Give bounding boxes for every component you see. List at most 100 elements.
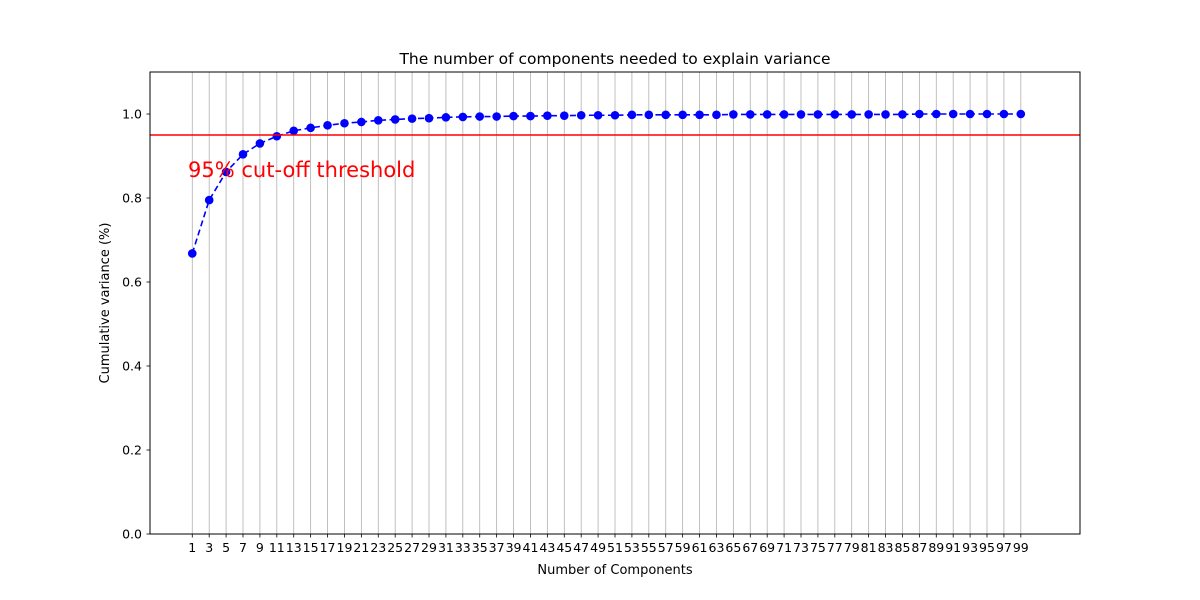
data-point xyxy=(357,117,366,127)
data-point xyxy=(204,195,214,205)
x-tick-label: 53 xyxy=(624,540,640,555)
data-point xyxy=(847,110,857,119)
data-point xyxy=(373,116,383,125)
x-tick-label: 93 xyxy=(962,540,978,555)
x-tick-label: 17 xyxy=(320,540,336,555)
x-tick-label: 15 xyxy=(303,540,319,555)
data-point xyxy=(948,109,958,119)
x-tick-label: 77 xyxy=(827,540,843,555)
data-point xyxy=(965,109,975,119)
x-tick-label: 37 xyxy=(489,540,505,555)
x-tick-label: 9 xyxy=(256,540,264,555)
data-point xyxy=(729,110,738,119)
x-tick-label: 7 xyxy=(239,540,247,555)
data-point xyxy=(593,110,603,120)
x-tick-label: 59 xyxy=(675,540,691,555)
x-tick-label: 81 xyxy=(861,540,877,555)
data-point xyxy=(323,121,332,130)
data-point xyxy=(559,111,569,120)
x-tick-label: 19 xyxy=(337,540,353,555)
data-point xyxy=(644,110,654,120)
data-point xyxy=(678,110,687,120)
data-point xyxy=(712,110,721,120)
x-tick-label: 67 xyxy=(742,540,758,555)
data-point xyxy=(813,110,823,119)
x-tick-label: 35 xyxy=(472,540,488,555)
x-tick-label: 87 xyxy=(911,540,927,555)
data-point xyxy=(238,150,248,159)
y-axis-label: Cumulative variance (%) xyxy=(98,223,113,384)
x-tick-label: 65 xyxy=(725,540,741,555)
x-tick-label: 63 xyxy=(709,540,725,555)
x-tick-label: 27 xyxy=(404,540,420,555)
data-point xyxy=(610,110,620,120)
x-tick-label: 73 xyxy=(793,540,809,555)
data-point xyxy=(796,110,806,119)
x-tick-label: 3 xyxy=(205,540,213,555)
data-point xyxy=(306,123,315,133)
x-tick-label: 23 xyxy=(370,540,386,555)
x-tick-label: 61 xyxy=(692,540,708,555)
y-axis: 0.0 0.2 0.4 0.6 0.8 1.0 xyxy=(122,107,150,542)
x-axis-label: Number of Components xyxy=(537,563,692,578)
data-point xyxy=(898,110,907,119)
data-point xyxy=(830,110,840,119)
data-point xyxy=(255,139,265,148)
series-markers-group xyxy=(187,109,1026,258)
x-tick-label: 33 xyxy=(455,540,471,555)
data-point xyxy=(390,115,400,124)
x-tick-label: 21 xyxy=(353,540,369,555)
data-point xyxy=(661,110,671,120)
x-tick-label: 41 xyxy=(523,540,539,555)
x-tick-label: 79 xyxy=(844,540,860,555)
y-tick-label: 0.2 xyxy=(122,443,142,458)
data-point xyxy=(881,110,890,119)
data-point xyxy=(627,110,637,120)
data-point xyxy=(779,110,789,119)
y-tick-label: 1.0 xyxy=(122,107,142,122)
x-tick-label: 11 xyxy=(269,540,285,555)
data-point xyxy=(509,111,518,121)
x-tick-label: 95 xyxy=(979,540,995,555)
x-tick-label: 31 xyxy=(438,540,454,555)
x-tick-label: 1 xyxy=(188,540,196,555)
data-point xyxy=(576,110,586,120)
y-tick-label: 0.0 xyxy=(122,527,142,542)
x-tick-label: 75 xyxy=(810,540,826,555)
data-point xyxy=(762,110,772,119)
x-tick-label: 83 xyxy=(878,540,894,555)
y-tick-label: 0.6 xyxy=(122,275,142,290)
data-point xyxy=(340,118,349,128)
data-point xyxy=(441,113,451,122)
data-point xyxy=(526,111,535,121)
data-point xyxy=(915,109,924,119)
x-axis: 1 3 5 7 9 11 13 15 17 19 21 23 25 27 29 31 33 35 37 39 41 43 4… xyxy=(188,534,1029,555)
x-tick-label: 57 xyxy=(658,540,674,555)
x-tick-label: 5 xyxy=(222,540,230,555)
data-point xyxy=(407,114,417,123)
data-point xyxy=(1016,109,1026,119)
x-tick-label: 85 xyxy=(895,540,911,555)
x-tick-label: 45 xyxy=(556,540,572,555)
x-tick-label: 99 xyxy=(1013,540,1029,555)
data-point xyxy=(982,109,992,119)
x-tick-label: 13 xyxy=(286,540,302,555)
data-point xyxy=(187,249,197,258)
x-tick-label: 55 xyxy=(641,540,657,555)
threshold-annotation: 95% cut-off threshold xyxy=(188,158,415,182)
x-tick-label: 47 xyxy=(573,540,589,555)
data-point xyxy=(289,126,299,136)
data-point xyxy=(475,112,485,121)
data-point xyxy=(424,113,434,123)
x-tick-label: 49 xyxy=(590,540,606,555)
x-tick-label: 29 xyxy=(421,540,437,555)
data-point xyxy=(221,167,231,177)
x-tick-label: 43 xyxy=(539,540,555,555)
x-tick-label: 89 xyxy=(928,540,944,555)
x-tick-label: 71 xyxy=(776,540,792,555)
y-tick-label: 0.4 xyxy=(122,359,142,374)
x-tick-label: 69 xyxy=(759,540,775,555)
grid-lines xyxy=(191,72,1022,534)
